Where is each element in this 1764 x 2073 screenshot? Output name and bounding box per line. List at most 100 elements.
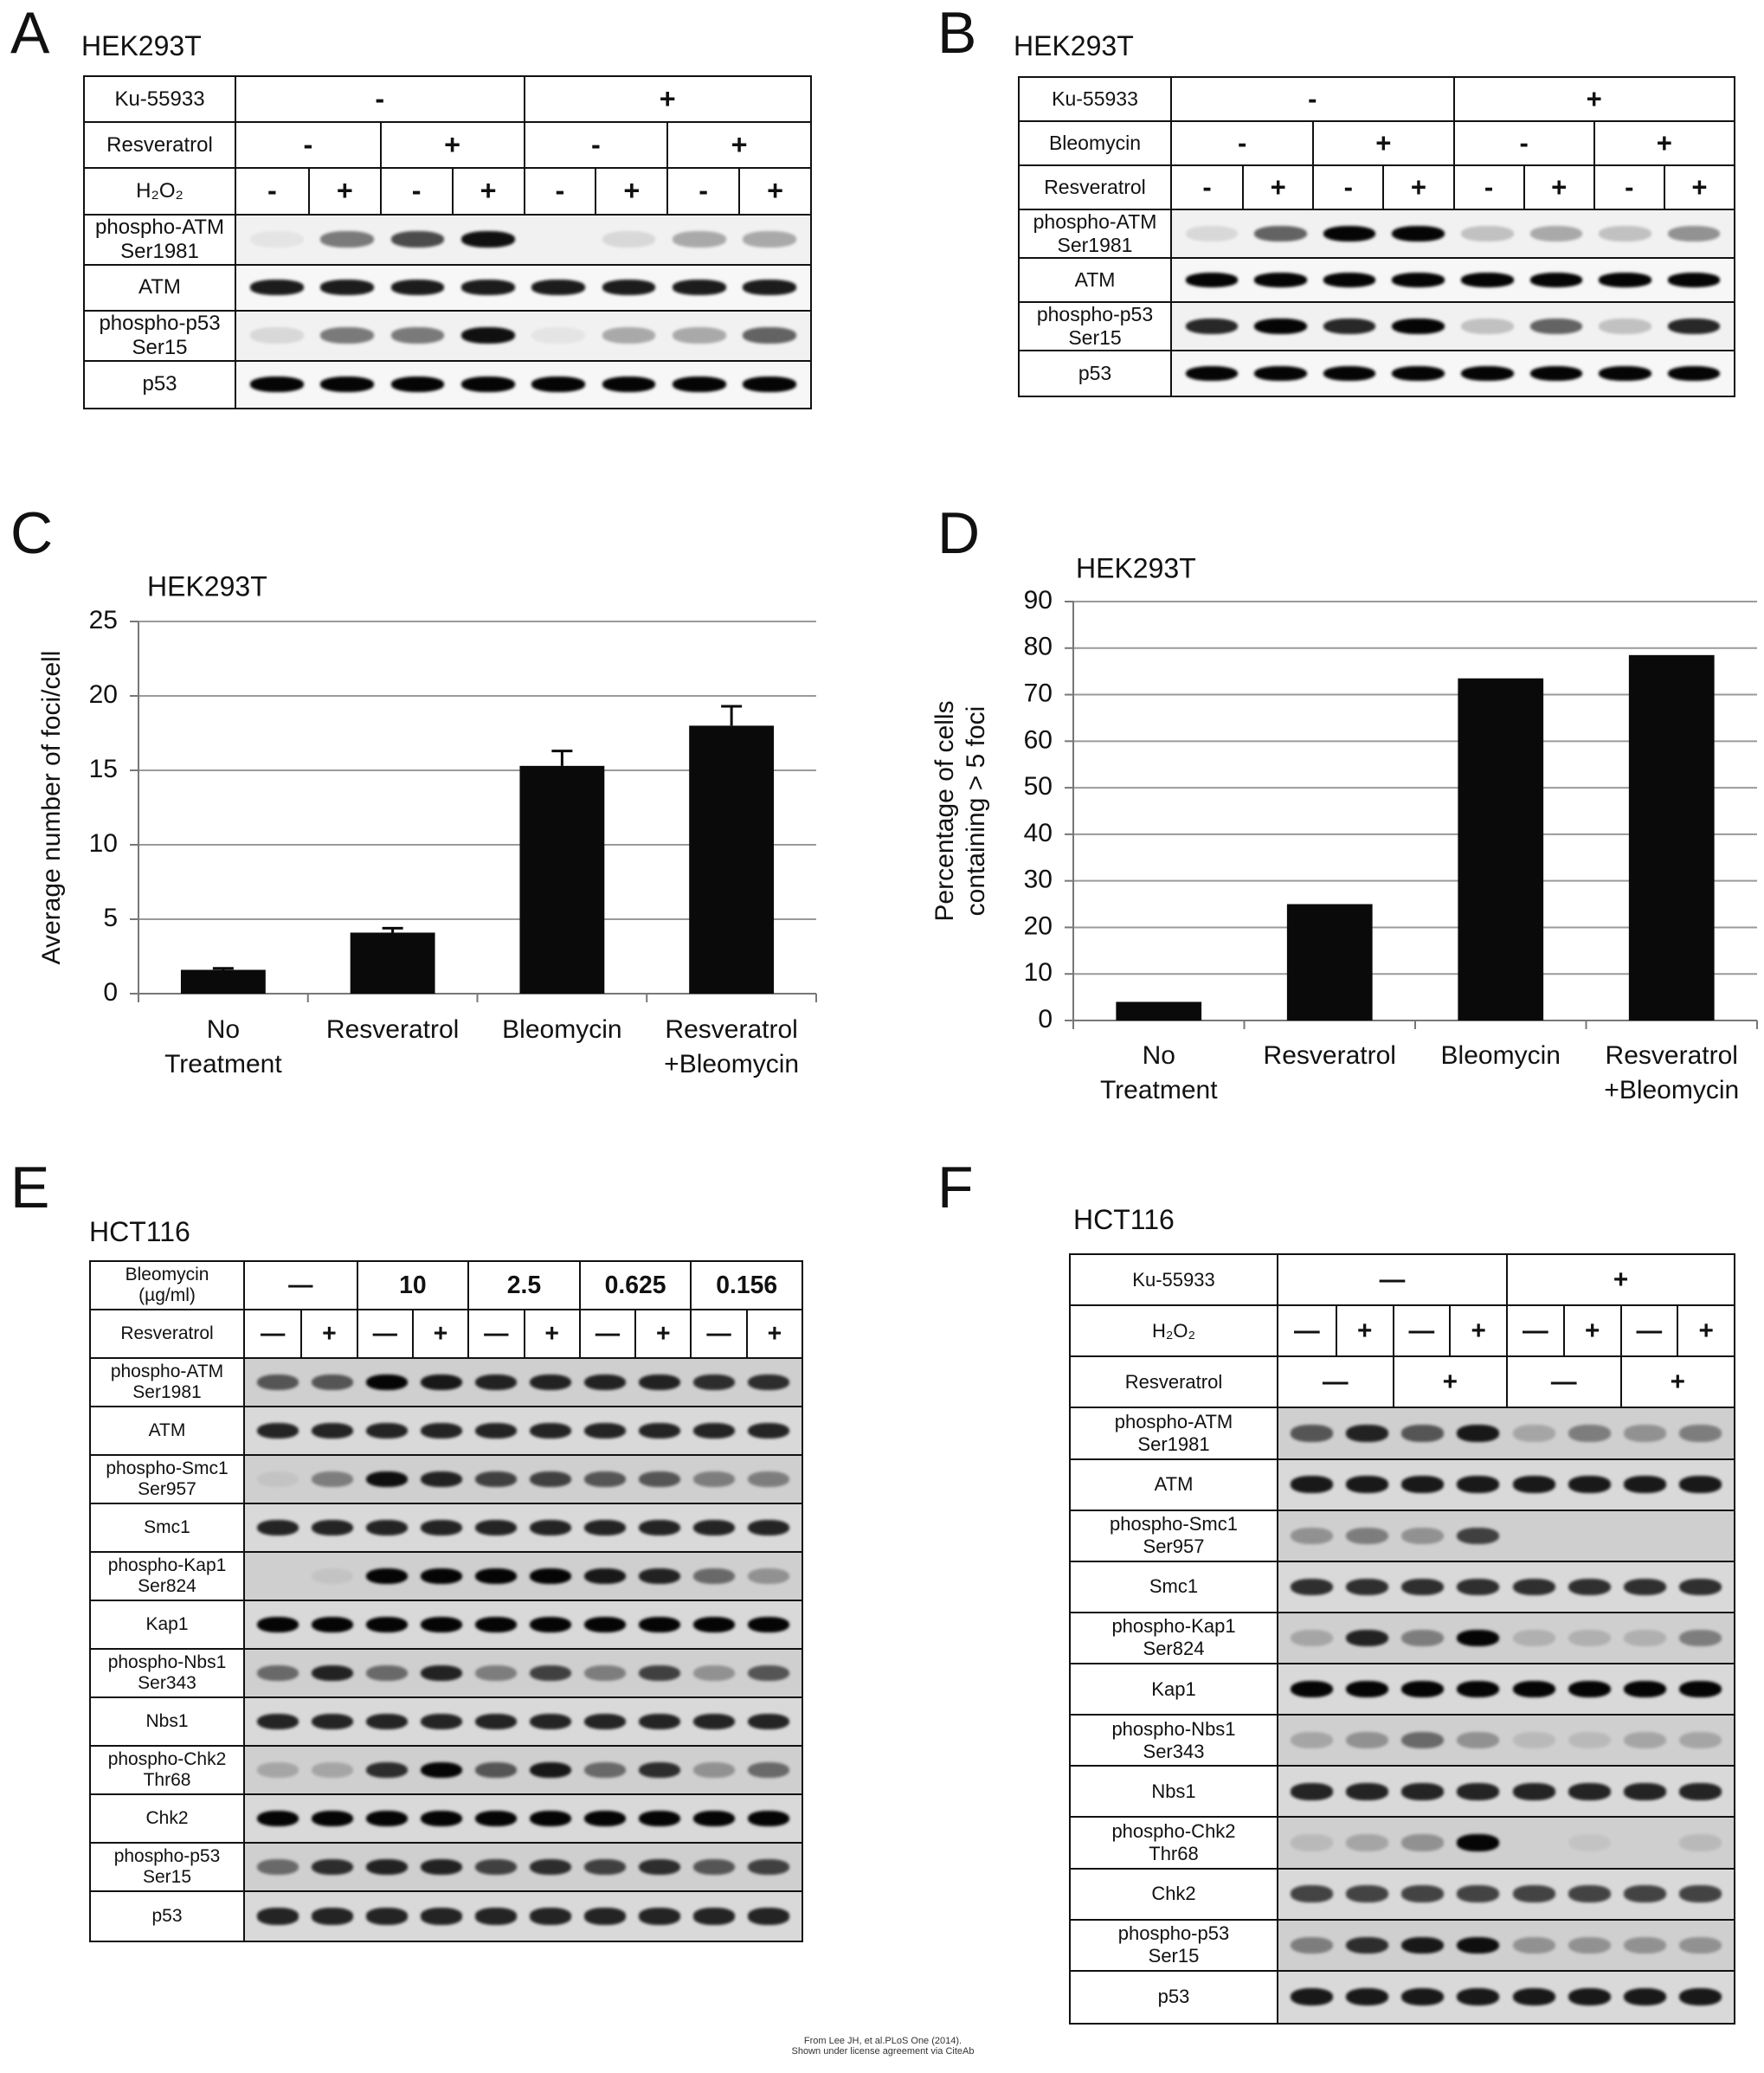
band <box>474 1664 517 1682</box>
band <box>1254 318 1307 335</box>
band <box>530 1471 572 1488</box>
lane <box>633 1892 687 1941</box>
band <box>584 1519 627 1536</box>
lane <box>633 1359 687 1406</box>
lane <box>1561 1767 1617 1816</box>
row-label-text: phospho-ATM Ser1981 <box>1033 210 1157 256</box>
condition-value: + <box>411 1310 468 1359</box>
band <box>693 1519 736 1536</box>
band <box>639 1422 681 1439</box>
lane <box>1618 1921 1673 1970</box>
lane <box>359 1359 414 1406</box>
row-label-text: p53 <box>1078 362 1112 384</box>
band <box>639 1858 681 1876</box>
lane <box>1673 1613 1729 1663</box>
lane <box>1451 1818 1506 1867</box>
condition-value: — <box>245 1262 357 1310</box>
lane <box>1506 1664 1561 1714</box>
lane <box>1284 1972 1339 2023</box>
band <box>1345 1680 1388 1698</box>
lane <box>1246 210 1316 257</box>
blot: Ku-55933- + Resveratrol - + - + H₂O₂ - + - + - + - + pho… <box>83 75 812 409</box>
row-label: Smc1 <box>91 1504 245 1553</box>
band <box>1512 1732 1555 1749</box>
lane <box>241 216 312 264</box>
y-tick-label: 30 <box>1024 866 1053 894</box>
lane <box>687 1553 742 1600</box>
condition-label: Ku-55933 <box>1071 1255 1278 1307</box>
band <box>1457 1936 1500 1954</box>
lane <box>305 1359 359 1406</box>
band <box>420 1519 462 1536</box>
band <box>1345 1527 1388 1544</box>
lane <box>1561 1870 1617 1919</box>
condition-value: + <box>1523 166 1593 210</box>
row-label-text: phospho-Nbs1 Ser343 <box>1111 1717 1236 1762</box>
lane <box>1339 1460 1394 1510</box>
lane <box>1618 1562 1673 1612</box>
y-tick-label: 20 <box>1024 911 1053 940</box>
lane <box>1395 1664 1451 1714</box>
row-label-text: phospho-ATM Ser1981 <box>1114 1410 1233 1455</box>
band <box>420 1616 462 1633</box>
y-tick-label: 25 <box>89 606 118 634</box>
band <box>1323 318 1376 335</box>
band <box>365 1858 408 1876</box>
condition-value: + <box>666 123 810 170</box>
lane <box>1451 1767 1506 1816</box>
row-label-text: Kap1 <box>145 1614 189 1634</box>
lane <box>241 266 312 310</box>
condition-value: + <box>1619 1357 1734 1409</box>
band <box>1401 1885 1445 1902</box>
row-label: phospho-Nbs1 Ser343 <box>91 1650 245 1698</box>
blot-strip <box>245 1407 802 1456</box>
condition-label: Resveratrol <box>91 1310 245 1359</box>
row-label-text: ATM <box>148 1420 186 1440</box>
band <box>530 1374 572 1391</box>
blot-strip <box>236 265 810 312</box>
band <box>1290 1629 1333 1647</box>
bar <box>1116 1001 1202 1020</box>
condition-value: — <box>1278 1357 1393 1409</box>
band <box>748 1761 790 1779</box>
condition-value: + <box>1312 122 1453 166</box>
lane <box>1339 1921 1394 1970</box>
condition-value: + <box>307 169 380 216</box>
band <box>602 377 656 393</box>
lane <box>524 1553 578 1600</box>
band <box>1345 1629 1388 1647</box>
lane <box>687 1407 742 1454</box>
band <box>311 1471 353 1488</box>
band <box>1457 1834 1500 1851</box>
condition-value: + <box>523 77 810 124</box>
error-bar <box>721 705 743 726</box>
lane <box>453 266 523 310</box>
blot-strip <box>245 1795 802 1844</box>
row-label: phospho-Kap1 Ser824 <box>1071 1613 1278 1665</box>
lane <box>687 1650 742 1696</box>
band <box>420 1858 462 1876</box>
band <box>474 1713 517 1730</box>
x-tick-label: Bleomycin <box>1440 1041 1561 1070</box>
lane <box>1618 1818 1673 1867</box>
band <box>1401 1425 1445 1442</box>
lane <box>1673 1562 1729 1612</box>
band <box>474 1374 517 1391</box>
lane <box>1451 1613 1506 1663</box>
lane <box>241 362 312 408</box>
band <box>639 1519 681 1536</box>
condition-value: — <box>1278 1255 1506 1307</box>
band <box>420 1761 462 1779</box>
band <box>1345 1885 1388 1902</box>
blot-strip <box>1278 1920 1734 1972</box>
lane <box>305 1601 359 1648</box>
cell-line: HCT116 <box>1073 1204 1175 1235</box>
credit-line: Shown under license agreement via CiteAb <box>791 2046 975 2057</box>
band <box>693 1761 736 1779</box>
lane <box>468 1456 523 1503</box>
lane <box>305 1747 359 1793</box>
lane <box>414 1698 468 1745</box>
lane <box>1506 1921 1561 1970</box>
condition-value: - <box>1452 122 1593 166</box>
band <box>1457 1732 1500 1749</box>
